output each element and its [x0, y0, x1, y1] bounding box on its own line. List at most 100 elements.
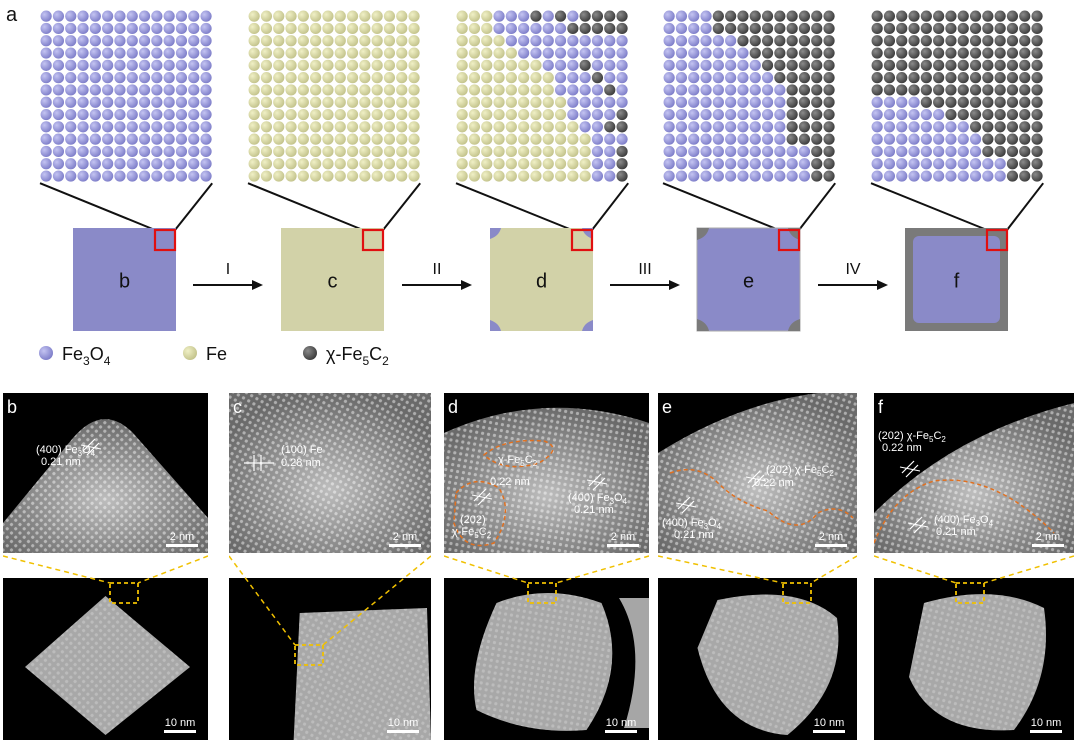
atom [40, 59, 52, 71]
atom [542, 108, 554, 121]
atom [616, 47, 628, 59]
atom [675, 158, 688, 170]
atom [273, 10, 285, 22]
atom [663, 72, 675, 84]
atom [200, 10, 212, 22]
atom [102, 170, 114, 182]
purple-atom-icon [39, 346, 53, 360]
atom [786, 84, 798, 96]
atom [616, 72, 628, 84]
atom [408, 22, 420, 35]
atom [371, 133, 383, 145]
atom [40, 10, 52, 22]
atom [248, 145, 260, 158]
atom [823, 133, 835, 145]
atom [663, 10, 675, 22]
lattice-annotation: 0.22 nm [754, 477, 794, 489]
atom [604, 47, 616, 59]
atom [297, 72, 309, 84]
atom [908, 10, 920, 22]
atom [688, 59, 700, 71]
atom [908, 72, 920, 84]
atom [749, 72, 761, 84]
atom [811, 108, 823, 121]
atom [126, 121, 138, 133]
atom [383, 133, 396, 145]
atom [604, 96, 616, 108]
connector-line [455, 182, 573, 231]
atom [52, 108, 65, 121]
atom [334, 145, 346, 158]
atom [920, 158, 932, 170]
atom [138, 96, 151, 108]
atom [786, 22, 798, 35]
atom [798, 158, 811, 170]
atom [883, 145, 896, 158]
atom [774, 158, 786, 170]
atom [89, 158, 101, 170]
atom [896, 145, 908, 158]
atom [126, 133, 138, 145]
atom [248, 72, 260, 84]
atom [114, 10, 126, 22]
atom [908, 158, 920, 170]
atom [114, 158, 126, 170]
atom [52, 158, 65, 170]
svg-text:2 nm: 2 nm [1036, 531, 1060, 543]
atom [994, 22, 1006, 35]
atom [138, 22, 151, 35]
atom [725, 121, 737, 133]
atom [871, 96, 883, 108]
atom [811, 47, 823, 59]
atom [530, 22, 542, 35]
atom [994, 72, 1006, 84]
atom [604, 35, 616, 47]
atom [933, 96, 945, 108]
atom [481, 47, 493, 59]
atom [969, 121, 982, 133]
scale-bar-10nm: 10 nm [387, 717, 419, 733]
atom [102, 145, 114, 158]
atom [297, 10, 309, 22]
atom [969, 35, 982, 47]
atom [126, 158, 138, 170]
atom [1006, 47, 1019, 59]
atom [383, 35, 396, 47]
atom [663, 59, 675, 71]
atom [188, 35, 200, 47]
atom [616, 22, 628, 35]
atom [334, 108, 346, 121]
atom [542, 158, 554, 170]
atom [310, 145, 322, 158]
atom [675, 10, 688, 22]
atom [737, 108, 749, 121]
atom [359, 35, 371, 47]
connector-line [870, 182, 988, 231]
atom [468, 121, 481, 133]
atom [40, 158, 52, 170]
atom [346, 145, 359, 158]
atom [883, 108, 896, 121]
atom [371, 10, 383, 22]
atom [456, 72, 468, 84]
atom [456, 145, 468, 158]
atom [982, 84, 994, 96]
atom-grid-e [663, 10, 835, 182]
atom [811, 158, 823, 170]
lattice-spacing-marker [745, 470, 767, 488]
atom [346, 170, 359, 182]
atom [151, 84, 163, 96]
atom [700, 158, 712, 170]
atom [396, 170, 408, 182]
atom [908, 145, 920, 158]
atom [102, 35, 114, 47]
atom [52, 35, 65, 47]
atom [883, 133, 896, 145]
atom [712, 10, 724, 22]
atom [322, 10, 334, 22]
atom [761, 133, 774, 145]
atom [200, 22, 212, 35]
atom [871, 108, 883, 121]
atom [530, 10, 542, 22]
atom [77, 10, 89, 22]
